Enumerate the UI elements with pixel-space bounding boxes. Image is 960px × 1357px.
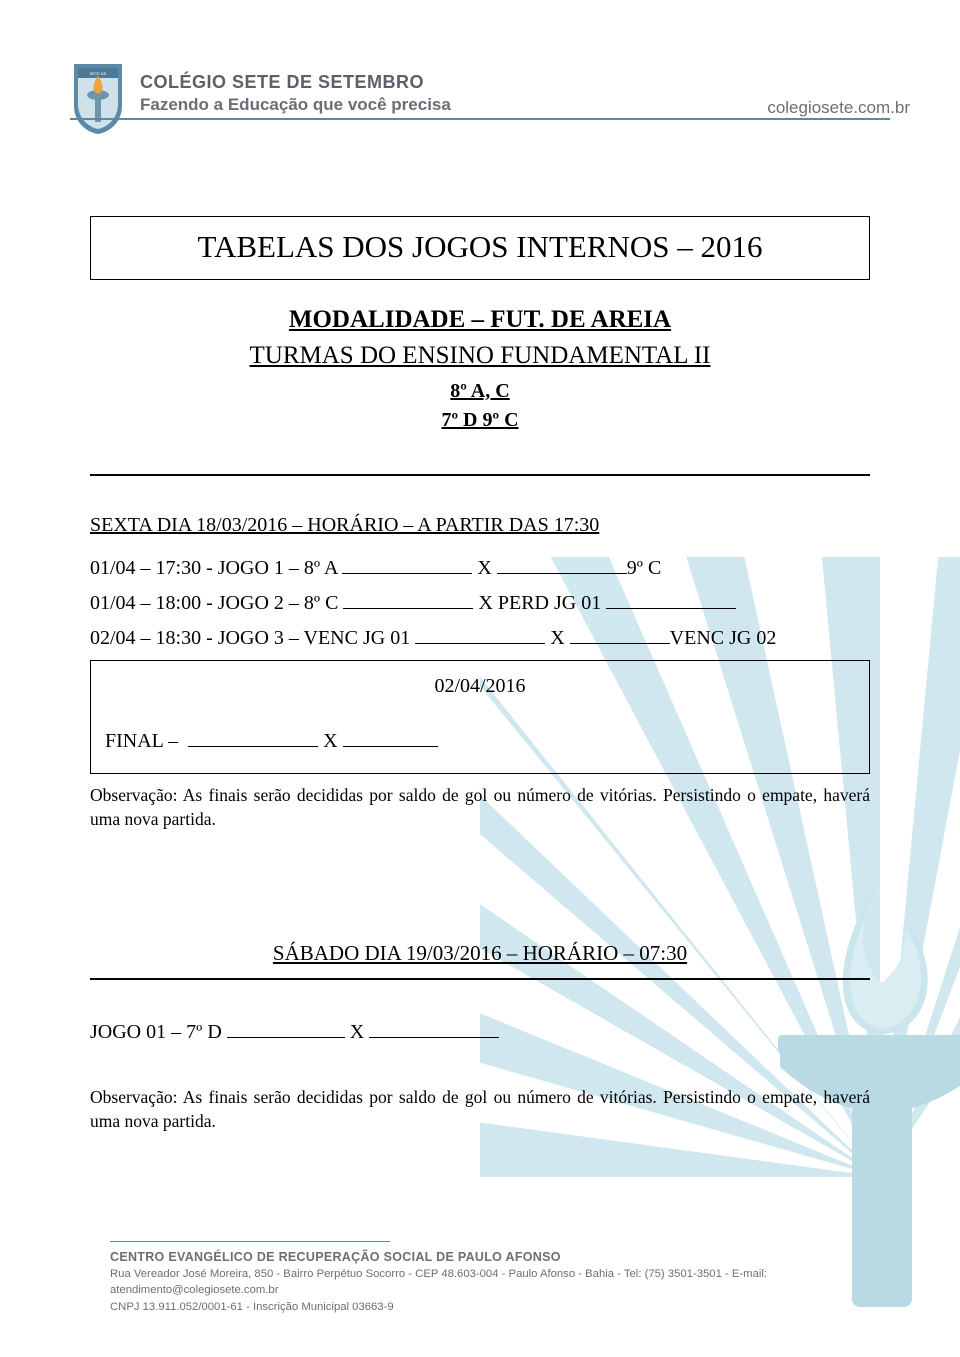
observation-1: Observação: As finais serão decididas po… <box>90 784 870 831</box>
modality-heading: MODALIDADE – FUT. DE AREIA <box>70 306 890 334</box>
blank-field <box>497 556 627 574</box>
match-3-post: VENC JG 02 <box>670 627 777 649</box>
match-1-mid: X <box>472 557 496 579</box>
final-mid: X <box>318 730 342 752</box>
school-logo: SETE DE <box>70 62 126 136</box>
session-2-match: JOGO 01 – 7º D X <box>90 1020 870 1044</box>
match-1-post: 9º C <box>627 557 662 579</box>
match-2: 01/04 – 18:00 - JOGO 2 – 8º C X PERD JG … <box>90 586 870 621</box>
final-line: FINAL – X <box>105 724 855 759</box>
session-1-block: SEXTA DIA 18/03/2016 – HORÁRIO – A PARTI… <box>90 508 870 656</box>
match-1: 01/04 – 17:30 - JOGO 1 – 8º A X 9º C <box>90 551 870 586</box>
final-date: 02/04/2016 <box>105 669 855 704</box>
blank-field <box>415 626 545 644</box>
session-1-heading: SEXTA DIA 18/03/2016 – HORÁRIO – A PARTI… <box>90 508 870 543</box>
classes-line-1: 8º A, C <box>70 380 890 403</box>
blank-field <box>342 556 472 574</box>
classes-line-2: 7º D 9º C <box>70 409 890 432</box>
page: SETE DE COLÉGIO SETE DE SETEMBRO Fazendo… <box>0 0 960 1357</box>
blank-field <box>343 591 473 609</box>
session-2-heading: SÁBADO DIA 19/03/2016 – HORÁRIO – 07:30 <box>70 941 890 966</box>
turmas-heading: TURMAS DO ENSINO FUNDAMENTAL II <box>70 342 890 370</box>
tagline: Fazendo a Educação que você precisa <box>140 95 753 115</box>
footer-address: Rua Vereador José Moreira, 850 - Bairro … <box>110 1266 890 1299</box>
school-name: COLÉGIO SETE DE SETEMBRO <box>140 72 753 93</box>
blank-field <box>343 729 438 747</box>
match-3: 02/04 – 18:30 - JOGO 3 – VENC JG 01 X VE… <box>90 621 870 656</box>
final-label: FINAL – <box>105 730 183 752</box>
footer-rule <box>110 1241 390 1242</box>
header-text: COLÉGIO SETE DE SETEMBRO Fazendo a Educa… <box>140 62 753 115</box>
match-3-mid: X <box>545 627 569 649</box>
svg-text:SETE DE: SETE DE <box>89 71 106 76</box>
blank-field <box>606 591 736 609</box>
observation-2: Observação: As finais serão decididas po… <box>90 1086 870 1133</box>
website-url: colegiosete.com.br <box>767 98 910 118</box>
blank-field <box>188 729 318 747</box>
match-2-mid: X PERD JG 01 <box>473 592 606 614</box>
divider-2 <box>90 978 870 980</box>
page-title: TABELAS DOS JOGOS INTERNOS – 2016 <box>90 216 870 280</box>
divider-1 <box>90 474 870 476</box>
footer-org: CENTRO EVANGÉLICO DE RECUPERAÇÃO SOCIAL … <box>110 1248 890 1266</box>
blank-field <box>227 1020 345 1038</box>
blank-field <box>570 626 670 644</box>
final-box: 02/04/2016 FINAL – X <box>90 660 870 774</box>
header-rule <box>70 118 890 120</box>
footer-registration: CNPJ 13.911.052/0001-61 - Inscrição Muni… <box>110 1299 890 1315</box>
blank-field <box>369 1020 499 1038</box>
letterhead: SETE DE COLÉGIO SETE DE SETEMBRO Fazendo… <box>70 62 890 136</box>
subheadings: MODALIDADE – FUT. DE AREIA TURMAS DO ENS… <box>70 306 890 432</box>
match-2-pre: 01/04 – 18:00 - JOGO 2 – 8º C <box>90 592 343 614</box>
match-3-pre: 02/04 – 18:30 - JOGO 3 – VENC JG 01 <box>90 627 415 649</box>
footer: CENTRO EVANGÉLICO DE RECUPERAÇÃO SOCIAL … <box>110 1241 890 1315</box>
s2-match-mid: X <box>345 1021 369 1043</box>
s2-match-pre: JOGO 01 – 7º D <box>90 1021 227 1043</box>
match-1-pre: 01/04 – 17:30 - JOGO 1 – 8º A <box>90 557 342 579</box>
